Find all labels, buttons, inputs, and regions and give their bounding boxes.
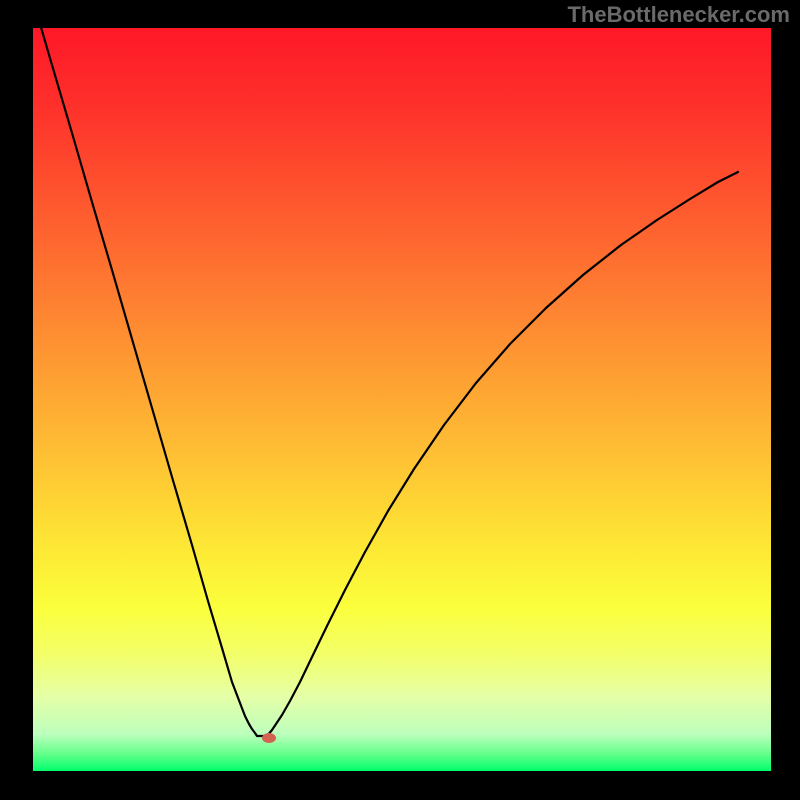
minimum-marker	[262, 733, 276, 743]
bottleneck-curve	[33, 0, 738, 736]
curve-layer	[0, 0, 800, 800]
chart-container: TheBottlenecker.com	[0, 0, 800, 800]
watermark-text: TheBottlenecker.com	[567, 2, 790, 28]
